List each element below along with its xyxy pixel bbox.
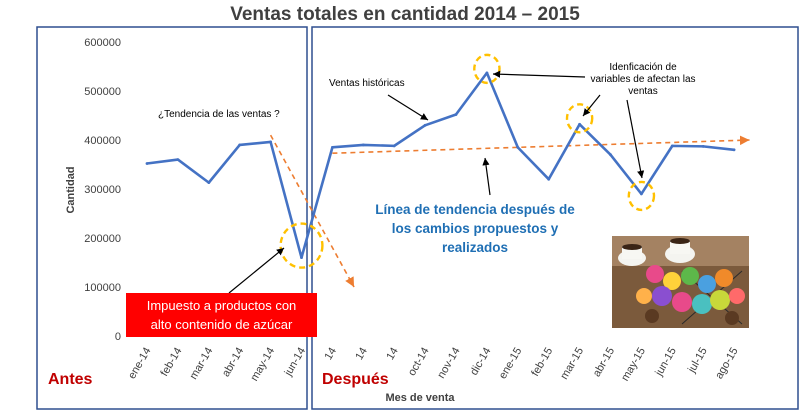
arrow-to-mar: [582, 94, 601, 117]
x-axis: ene-14 feb-14 mar-14 abr-14 may-14 jun-14 14 14…: [126, 346, 741, 384]
highlight-circle: [279, 222, 324, 269]
y-tick-label: 600000: [84, 37, 121, 49]
data-point: [670, 144, 674, 148]
data-point: [547, 177, 551, 181]
x-tick-label: dic-14: [468, 346, 493, 378]
data-point: [609, 153, 612, 157]
x-tick-label: may-15: [619, 346, 648, 384]
data-point: [732, 148, 736, 152]
data-point: [176, 158, 180, 162]
arrow-trend: [482, 157, 491, 196]
x-tick-label: abr-14: [220, 346, 246, 380]
y-tick-label: 0: [115, 331, 121, 343]
chart-title: Ventas totales en cantidad 2014 – 2015: [230, 4, 580, 25]
data-point: [238, 143, 242, 147]
x-tick-label: ene-14: [126, 346, 154, 382]
annotation-trend-1: Línea de tendencia después de: [375, 202, 575, 217]
data-point: [361, 143, 365, 147]
x-tick-label: ene-15: [497, 346, 525, 382]
x-tick-label: feb-15: [529, 346, 555, 379]
y-axis: 0 100000 200000 300000 400000 500000 600000: [84, 37, 121, 343]
impuesto-line-2: alto contenido de azúcar: [150, 317, 293, 332]
x-tick-label: jul-15: [685, 346, 709, 376]
y-tick-label: 200000: [84, 233, 121, 245]
data-point: [392, 144, 396, 148]
x-tick-label: ago-15: [713, 346, 741, 382]
arrow-historicas: [387, 94, 429, 121]
y-tick-label: 500000: [84, 86, 121, 98]
x-tick-label: may-14: [248, 346, 277, 384]
arrow-to-dic: [492, 70, 586, 78]
x-tick-label: mar-14: [188, 346, 216, 382]
data-point: [516, 145, 520, 149]
data-point: [701, 144, 705, 148]
x-tick-label: jun-14: [282, 346, 308, 379]
x-tick-label: oct-14: [406, 346, 432, 378]
x-tick-label: nov-14: [435, 346, 462, 381]
trend-line: [332, 135, 750, 155]
annotation-tendencia: ¿Tendencia de las ventas ?: [158, 109, 280, 120]
highlight-circles: [279, 53, 656, 269]
series-line: [145, 71, 736, 259]
impuesto-box: Impuesto a productos con alto contenido …: [126, 293, 317, 337]
antes-panel: [36, 26, 308, 410]
data-point: [331, 145, 334, 149]
highlight-circle: [565, 103, 594, 134]
x-tick-label: abr-15: [591, 346, 617, 380]
sales-series-line: [146, 71, 735, 259]
y-tick-label: 100000: [84, 282, 121, 294]
data-point: [300, 256, 303, 259]
trend-lines: [269, 134, 750, 288]
data-point: [269, 140, 272, 144]
pastries-illustration: [612, 236, 749, 328]
label-antes: Antes: [48, 371, 93, 388]
label-despues: Después: [322, 371, 389, 388]
highlight-circle: [473, 53, 501, 85]
y-tick-label: 300000: [84, 184, 121, 196]
data-point: [145, 162, 149, 165]
data-point: [423, 123, 427, 127]
x-axis-label: Mes de venta: [385, 392, 455, 404]
x-tick-label: feb-14: [159, 346, 185, 379]
data-point: [207, 181, 211, 185]
trend-line: [269, 134, 355, 288]
pastries-photo: [612, 236, 749, 328]
data-point: [578, 122, 581, 126]
annotation-identificacion-1: Idenficación de: [609, 62, 677, 73]
x-tick-label: 14: [322, 346, 339, 363]
x-tick-label: jun-15: [653, 346, 679, 379]
data-point: [454, 113, 458, 116]
arrow-impuesto: [228, 247, 285, 294]
y-tick-label: 400000: [84, 135, 121, 147]
impuesto-line-1: Impuesto a productos con: [146, 298, 297, 313]
x-tick-label: mar-15: [558, 346, 586, 382]
annotation-historicas: Ventas históricas: [329, 78, 405, 89]
x-tick-label: 14: [353, 346, 370, 363]
x-tick-label: 14: [384, 346, 401, 363]
annotation-identificacion-3: ventas: [628, 86, 657, 97]
data-point: [640, 192, 643, 196]
annotation-identificacion-2: variables de afectan las: [590, 74, 695, 85]
highlight-circle: [627, 180, 656, 212]
y-axis-label: Cantidad: [65, 166, 77, 213]
annotation-trend-3: realizados: [442, 240, 508, 255]
arrow-to-may: [626, 99, 645, 179]
data-point: [485, 71, 489, 75]
annotation-trend-2: los cambios propuestos y: [392, 221, 559, 236]
